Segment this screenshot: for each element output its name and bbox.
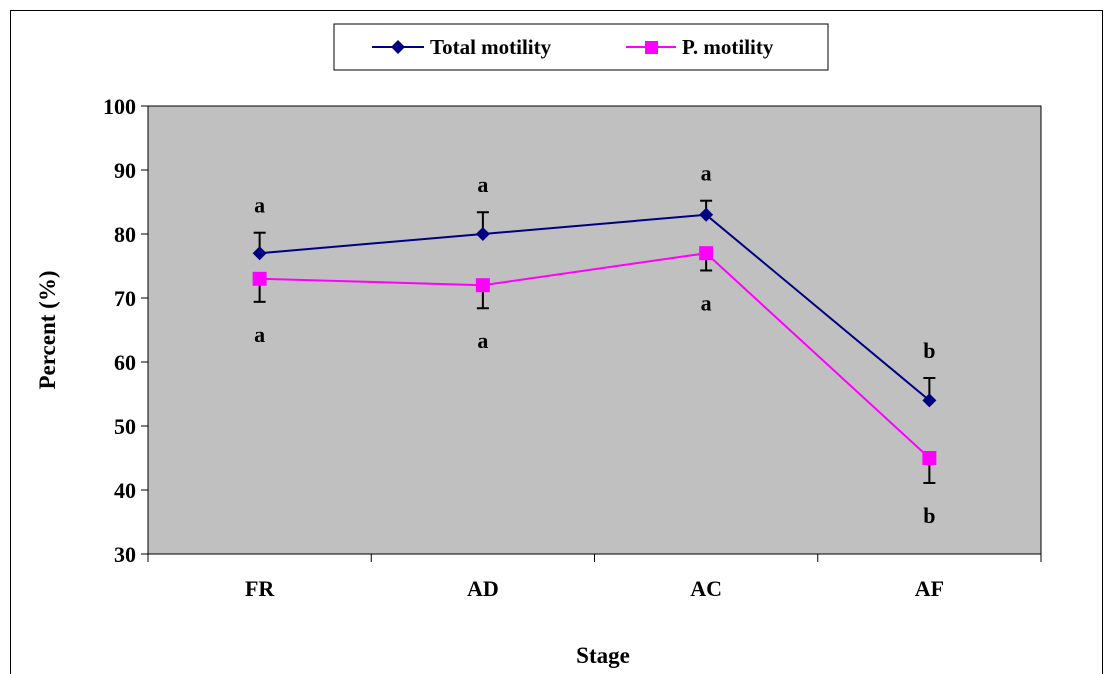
x-tick-label: FR — [245, 576, 275, 601]
x-tick-label: AC — [690, 576, 722, 601]
y-tick-label: 70 — [114, 286, 136, 311]
data-point-square — [922, 451, 937, 465]
y-tick-label: 100 — [103, 94, 136, 119]
data-point-diamond — [922, 393, 937, 408]
significance-label: a — [701, 290, 712, 315]
x-tick-label: AD — [467, 576, 499, 601]
significance-label: a — [254, 322, 265, 347]
y-tick-label: 50 — [114, 414, 136, 439]
x-tick-label: AF — [915, 576, 944, 601]
y-tick-label: 60 — [114, 350, 136, 375]
significance-label: a — [701, 161, 712, 186]
significance-label: b — [923, 503, 935, 528]
data-point-square — [475, 278, 490, 293]
series-layer: a a a b a a a b — [252, 161, 937, 528]
significance-label: a — [477, 172, 488, 197]
significance-label: a — [477, 328, 488, 353]
data-point-diamond — [252, 246, 267, 261]
x-axis: FR AD AC AF — [147, 554, 1042, 601]
legend-marker-diamond-icon — [391, 40, 405, 54]
data-point-square — [699, 246, 714, 261]
data-point-diamond — [475, 227, 490, 241]
y-tick-label: 90 — [114, 158, 136, 183]
legend-marker-square-icon — [645, 41, 658, 54]
series-p-motility: a a a b — [252, 246, 937, 528]
data-point-square — [252, 271, 267, 286]
y-tick-label: 80 — [114, 222, 136, 247]
legend-label-p-motility: P. motility — [682, 35, 774, 59]
series-total-motility: a a a b — [252, 161, 937, 408]
series-line — [259, 213, 931, 402]
x-axis-label: Stage — [576, 643, 630, 668]
significance-label: b — [923, 338, 935, 363]
chart-frame — [10, 10, 1103, 674]
y-tick-label: 40 — [114, 478, 136, 503]
y-axis: 30 40 50 60 70 80 90 100 — [103, 94, 148, 567]
series-line — [259, 252, 931, 459]
legend-label-total-motility: Total motility — [430, 35, 552, 59]
significance-label: a — [254, 193, 265, 218]
data-point-diamond — [699, 207, 714, 222]
legend: Total motility P. motility — [333, 23, 829, 71]
y-axis-label: Percent (%) — [35, 271, 60, 390]
y-tick-label: 30 — [114, 542, 136, 567]
plot-area — [147, 105, 1042, 555]
